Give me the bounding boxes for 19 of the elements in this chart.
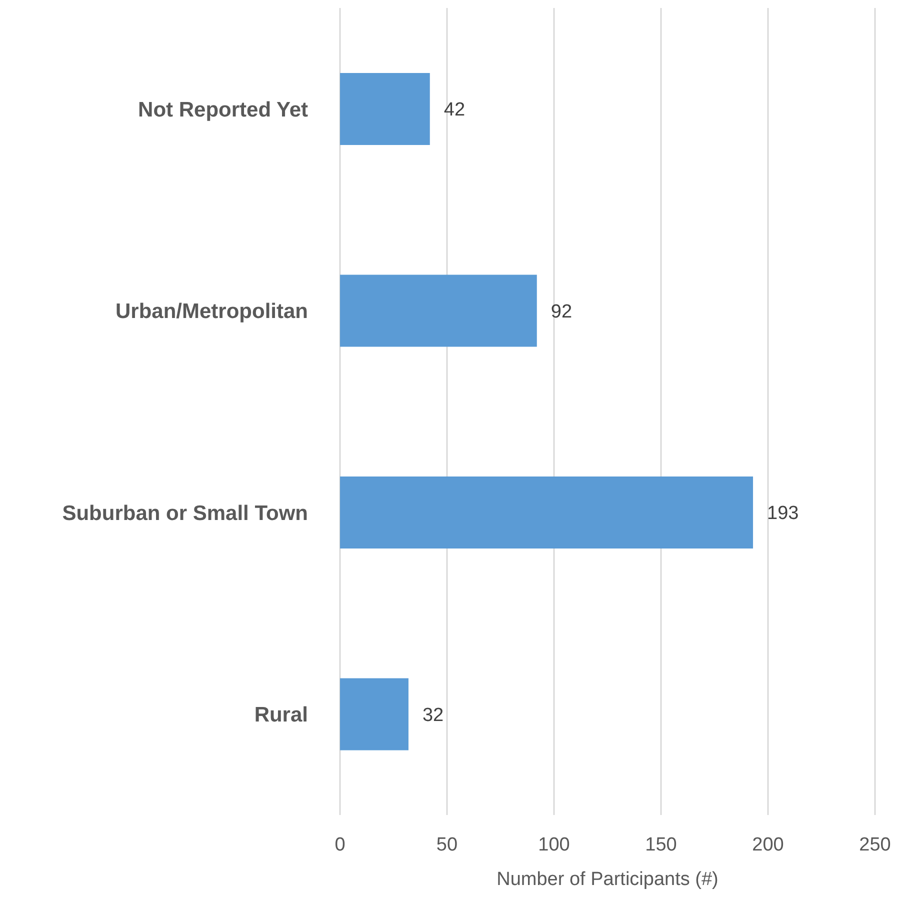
data-label: 42	[444, 100, 466, 121]
data-label: 92	[550, 301, 572, 322]
y-tick-label: Not Reported Yet	[138, 98, 308, 122]
bar	[340, 678, 408, 750]
bar	[340, 274, 537, 347]
x-tick-label: 250	[859, 834, 891, 856]
data-label: 193	[767, 503, 799, 524]
x-tick-label: 0	[334, 834, 346, 856]
bar	[340, 73, 430, 145]
y-tick-label: Urban/Metropolitan	[116, 300, 308, 324]
x-tick-label: 100	[538, 834, 570, 856]
x-axis-title: Number of Participants (#)	[496, 869, 718, 890]
y-tick-label: Suburban or Small Town	[62, 502, 308, 525]
data-label: 32	[422, 704, 444, 726]
x-tick-label: 200	[752, 834, 784, 856]
bar	[340, 476, 754, 548]
x-tick-label: 150	[645, 834, 677, 856]
y-tick-label: Rural	[254, 704, 308, 727]
x-tick-label: 50	[436, 834, 458, 856]
